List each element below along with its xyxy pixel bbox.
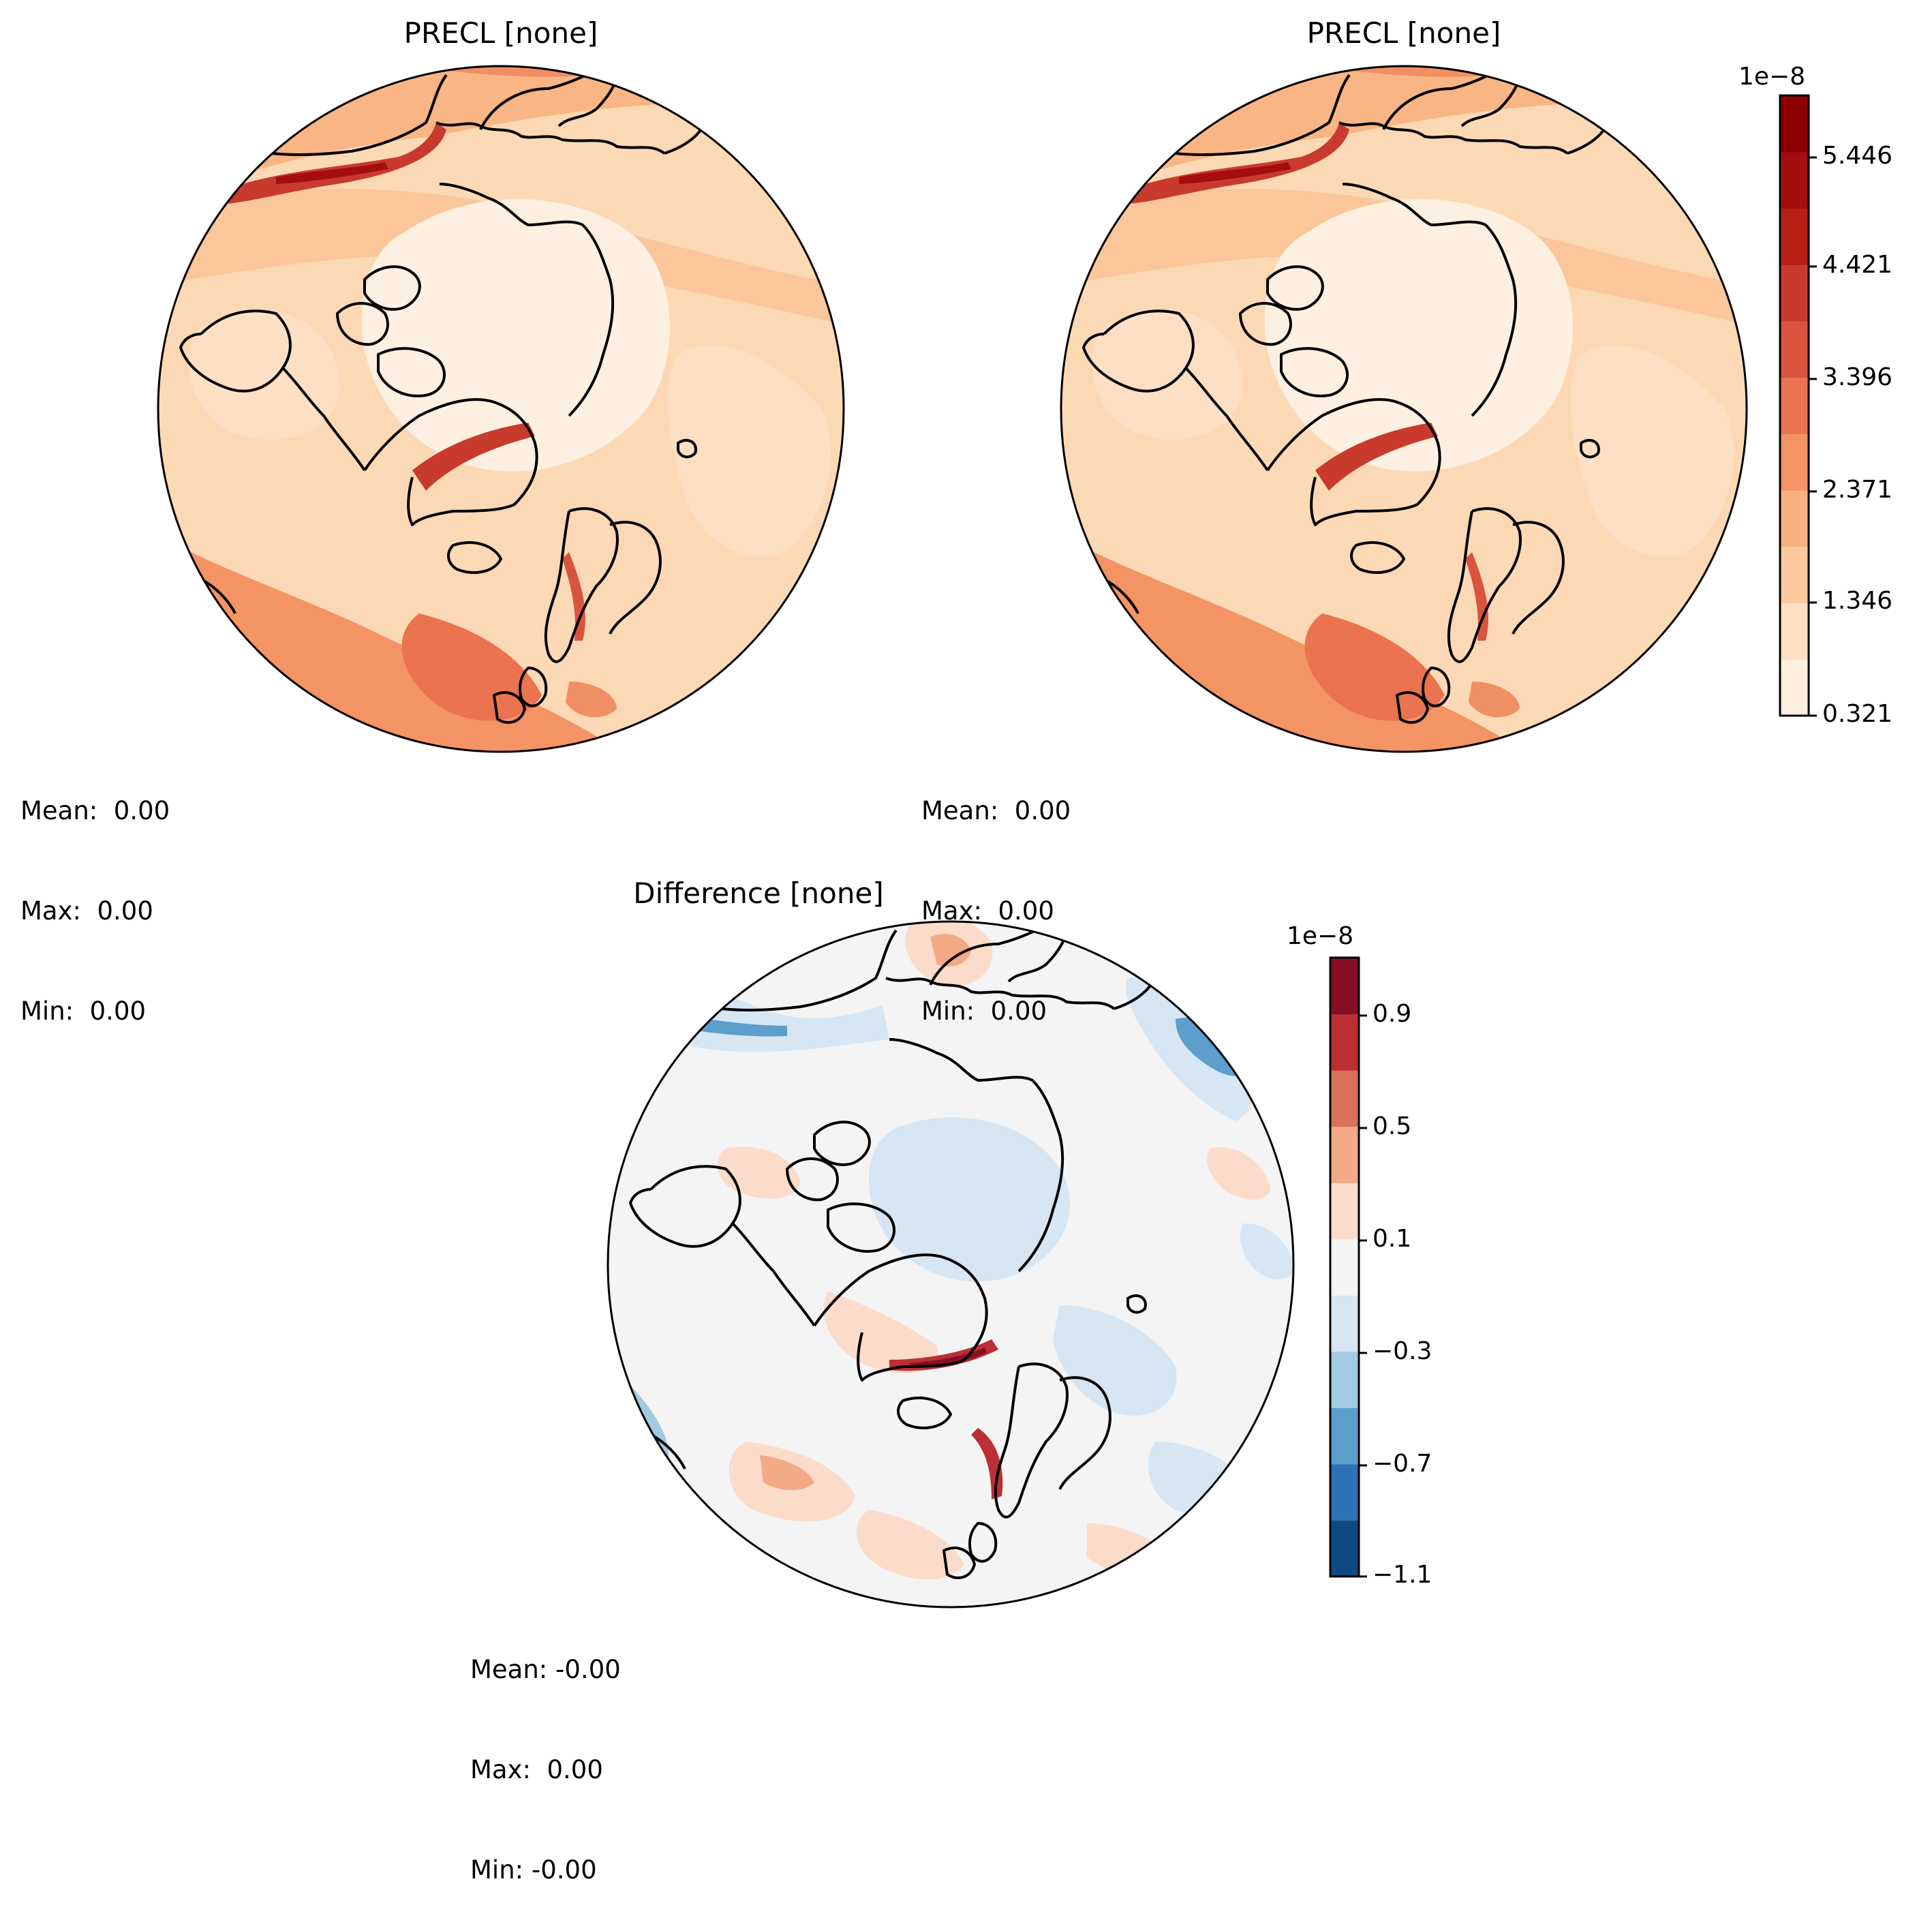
- colorbar-frame: [1329, 956, 1360, 1578]
- colorbar-tick-label: 0.321: [1822, 700, 1893, 728]
- colorbar-segment: [1330, 958, 1359, 1015]
- colorbar-segment: [1780, 320, 1809, 378]
- stat-max: Max: 0.00: [470, 1755, 603, 1784]
- stat-max: Max: 0.00: [20, 896, 153, 926]
- colorbar-tick-label: 0.5: [1373, 1112, 1412, 1140]
- colorbar-segment: [1330, 1295, 1359, 1352]
- colorbar-segment: [1780, 208, 1809, 265]
- colorbar-segment: [1330, 1351, 1359, 1408]
- colorbar-exponent-label-precl: 1e−8: [1738, 63, 1806, 91]
- colorbar-tick-label: 4.421: [1822, 251, 1893, 279]
- colorbar-tick-label: 1.346: [1822, 587, 1893, 615]
- colorbar-segment: [1780, 490, 1809, 547]
- colorbar-tick-label: 0.9: [1373, 1000, 1412, 1028]
- colorbar-tick-label: −0.7: [1373, 1450, 1432, 1478]
- colorbar-frame: [1779, 94, 1810, 717]
- stats-block-left: Mean: 0.00 Max: 0.00 Min: 0.00: [20, 727, 170, 1061]
- colorbar-tick-label: −1.1: [1373, 1561, 1432, 1589]
- stat-mean: Mean: 0.00: [20, 796, 170, 825]
- colorbar-segment: [1330, 1126, 1359, 1183]
- colorbar-segment: [1780, 151, 1809, 209]
- colorbar-segment: [1330, 1014, 1359, 1071]
- map-boundary-right: [1060, 65, 1748, 753]
- colorbar-tick-label: 3.396: [1822, 363, 1893, 391]
- colorbar-segment: [1330, 1070, 1359, 1127]
- colorbar-segment: [1330, 1238, 1359, 1296]
- colorbar-segment: [1780, 433, 1809, 491]
- stat-max: Max: 0.00: [921, 896, 1054, 926]
- colorbar-segment: [1780, 659, 1809, 716]
- stat-mean: Mean: 0.00: [921, 796, 1071, 825]
- colorbar-segment: [1780, 264, 1809, 322]
- stats-block-difference: Mean: -0.00 Max: 0.00 Min: -0.00: [470, 1586, 621, 1920]
- colorbar-segment: [1780, 546, 1809, 604]
- panel-title-precl-right: PRECL [none]: [1306, 16, 1501, 50]
- colorbar-segment: [1330, 1183, 1359, 1240]
- figure-canvas: [157, 65, 1817, 1609]
- colorbar-difference: [1329, 956, 1367, 1578]
- colorbar-segment: [1330, 1520, 1359, 1577]
- stat-mean: Mean: -0.00: [470, 1655, 621, 1684]
- map-panel-difference: [607, 920, 1295, 1609]
- stat-min: Min: 0.00: [921, 996, 1047, 1026]
- stat-min: Min: 0.00: [20, 996, 147, 1026]
- stats-block-right: Mean: 0.00 Max: 0.00 Min: 0.00: [921, 727, 1071, 1061]
- colorbar-tick-label: 2.371: [1822, 476, 1893, 504]
- colorbar-tick-label: 0.1: [1373, 1225, 1412, 1253]
- colorbar-segment: [1780, 377, 1809, 434]
- colorbar-segment: [1330, 1407, 1359, 1465]
- colorbar-segment: [1780, 603, 1809, 660]
- map-panel-precl-left: [157, 65, 845, 753]
- colorbar-segment: [1780, 95, 1809, 153]
- stat-min: Min: -0.00: [470, 1855, 597, 1885]
- map-panel-precl-right: [1060, 65, 1748, 753]
- colorbar-exponent-label-difference: 1e−8: [1287, 922, 1354, 950]
- colorbar-tick-label: −0.3: [1373, 1337, 1432, 1365]
- colorbar-precl: [1779, 94, 1817, 717]
- colorbar-segment: [1330, 1463, 1359, 1521]
- map-boundary-difference: [607, 920, 1295, 1609]
- colorbar-tick-label: 5.446: [1822, 142, 1893, 170]
- map-boundary-left: [157, 65, 845, 753]
- panel-title-difference: Difference [none]: [633, 877, 884, 910]
- panel-title-precl-left: PRECL [none]: [403, 16, 598, 50]
